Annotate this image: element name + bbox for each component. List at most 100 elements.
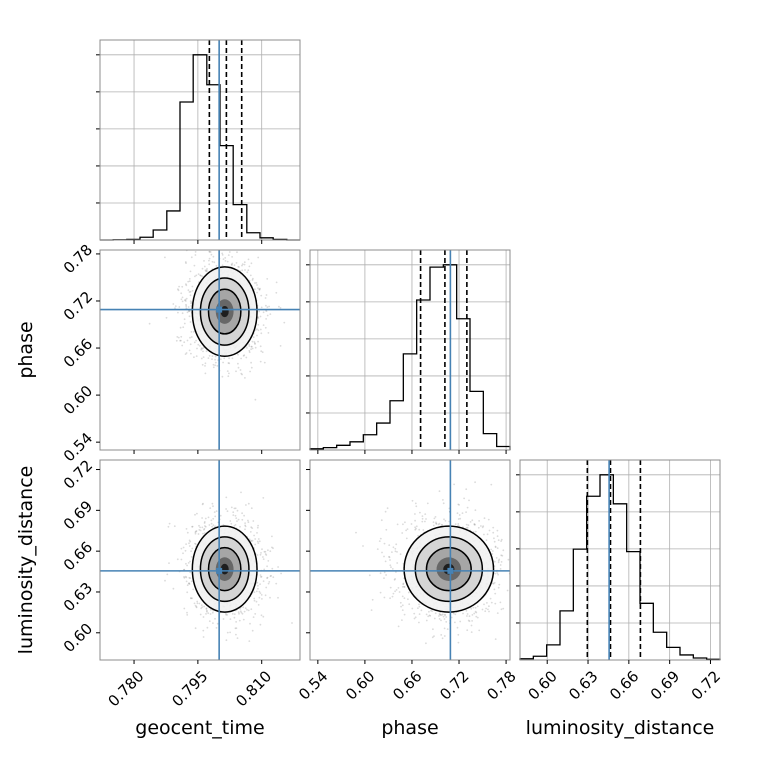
sample-point (494, 638, 497, 640)
sample-point (225, 612, 227, 615)
sample-point (495, 557, 498, 559)
sample-point (499, 568, 502, 570)
sample-point (238, 612, 240, 615)
sample-point (221, 254, 224, 256)
sample-point (239, 525, 241, 528)
sample-point (434, 612, 437, 615)
panel-content (100, 250, 300, 450)
sample-point (196, 512, 198, 515)
sample-point (215, 264, 218, 267)
sample-point (194, 275, 196, 278)
sample-point (466, 526, 469, 529)
sample-point (189, 321, 192, 323)
sample-point (211, 525, 214, 528)
sample-point (435, 523, 438, 525)
sample-point (232, 514, 235, 516)
sample-point (251, 279, 254, 281)
sample-point (419, 511, 421, 514)
sample-point (471, 614, 474, 616)
sample-point (483, 517, 486, 520)
sample-point (260, 306, 263, 309)
sample-point (257, 256, 260, 259)
sample-point (379, 572, 382, 575)
sample-point (260, 594, 263, 596)
sample-point (241, 512, 244, 515)
sample-point (187, 280, 190, 283)
sample-point (185, 284, 188, 287)
sample-point (457, 524, 459, 527)
sample-point (197, 533, 200, 535)
sample-point (468, 499, 470, 502)
sample-point (391, 551, 393, 553)
sample-point (250, 345, 253, 348)
y-tick-label-phase: 0.60 (60, 382, 96, 418)
sample-point (443, 518, 445, 521)
sample-point (246, 347, 248, 349)
sample-point (250, 539, 252, 542)
sample-point (275, 291, 278, 294)
sample-point (190, 352, 192, 355)
x-tick-label-luminosity_distance: 0.60 (524, 667, 560, 703)
sample-point (381, 551, 383, 554)
sample-point (262, 580, 265, 583)
histogram-panel-bg (310, 250, 510, 450)
sample-point (201, 363, 204, 366)
sample-point (205, 350, 208, 353)
sample-point (201, 347, 204, 350)
sample-point (439, 613, 442, 616)
sample-point (260, 552, 262, 554)
sample-point (204, 372, 207, 375)
y-tick-label-luminosity_distance: 0.60 (60, 620, 96, 656)
sample-point (201, 606, 204, 608)
sample-point (189, 540, 192, 543)
sample-point (417, 607, 419, 610)
sample-point (379, 591, 382, 594)
sample-point (164, 579, 166, 582)
sample-point (202, 347, 205, 349)
sample-point (470, 624, 473, 627)
sample-point (236, 520, 238, 522)
sample-point (205, 270, 207, 272)
sample-point (237, 265, 240, 268)
sample-point (194, 531, 197, 534)
sample-point (422, 529, 425, 531)
sample-point (379, 537, 382, 540)
sample-point (252, 277, 254, 280)
sample-point (247, 609, 250, 612)
sample-point (186, 614, 189, 616)
sample-point (241, 518, 244, 521)
sample-point (414, 502, 417, 505)
sample-point (247, 502, 250, 505)
sample-point (414, 616, 417, 619)
sample-point (258, 288, 261, 291)
y-tick-label-luminosity_distance: 0.69 (60, 497, 96, 533)
sample-point (208, 620, 211, 623)
sample-point (199, 613, 202, 616)
sample-point (264, 550, 267, 553)
sample-point (205, 607, 208, 610)
sample-point (428, 610, 430, 613)
sample-point (258, 540, 261, 543)
sample-point (209, 507, 212, 509)
sample-point (183, 299, 186, 302)
sample-point (203, 527, 206, 530)
sample-point (195, 605, 198, 608)
sample-point (258, 310, 261, 313)
sample-point (179, 339, 182, 342)
sample-point (484, 610, 487, 613)
sample-point (222, 361, 225, 364)
sample-point (195, 355, 198, 357)
contour-level-0 (191, 266, 258, 358)
sample-point (214, 515, 217, 518)
sample-point (266, 306, 269, 309)
sample-point (482, 525, 485, 528)
sample-point (198, 524, 200, 527)
sample-point (257, 287, 259, 290)
sample-point (211, 611, 214, 614)
sample-point (250, 361, 253, 364)
sample-point (188, 310, 191, 312)
sample-point (185, 283, 187, 285)
sample-point (188, 542, 190, 545)
panel-frame (99, 459, 301, 661)
